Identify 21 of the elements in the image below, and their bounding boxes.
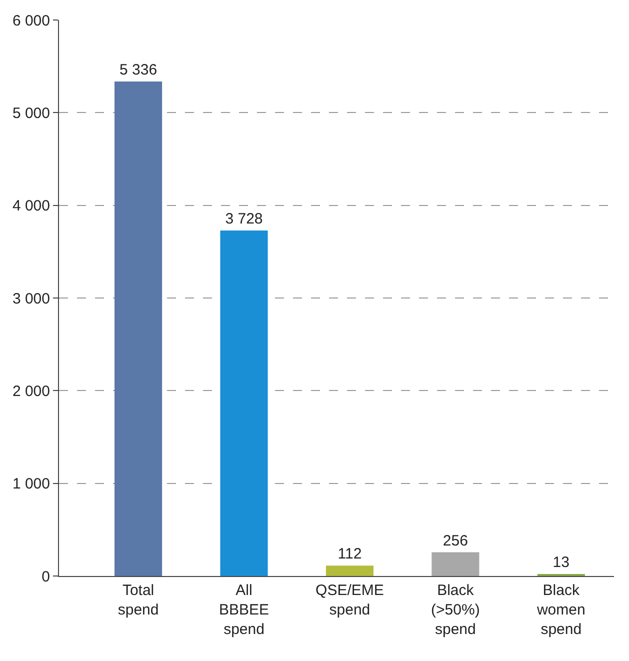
y-tick-label: 4 000 xyxy=(12,198,50,215)
data-label: 13 xyxy=(552,554,570,571)
x-tick-label: Total spend xyxy=(118,582,159,618)
x-tick-label: Black women spend xyxy=(536,582,586,638)
x-tick-label: All BBBEE spend xyxy=(218,582,270,638)
data-label: 3 728 xyxy=(225,210,263,228)
y-tick-label: 5 000 xyxy=(12,104,50,122)
bar xyxy=(432,552,480,576)
y-tick-label: 6 000 xyxy=(12,12,50,30)
data-label: 5 336 xyxy=(120,62,158,79)
bar xyxy=(114,82,162,576)
y-tick-label: 3 000 xyxy=(12,290,50,308)
bar xyxy=(220,230,268,576)
y-tick-label: 1 000 xyxy=(12,476,50,493)
y-tick-label: 2 000 xyxy=(12,382,50,400)
x-tick-label: QSE/EME spend xyxy=(316,582,384,618)
data-label: 256 xyxy=(442,532,468,550)
data-label: 112 xyxy=(338,546,362,563)
x-tick-label: Black (>50%) spend xyxy=(431,582,480,638)
y-tick-label: 0 xyxy=(42,568,50,586)
bar xyxy=(326,566,374,576)
